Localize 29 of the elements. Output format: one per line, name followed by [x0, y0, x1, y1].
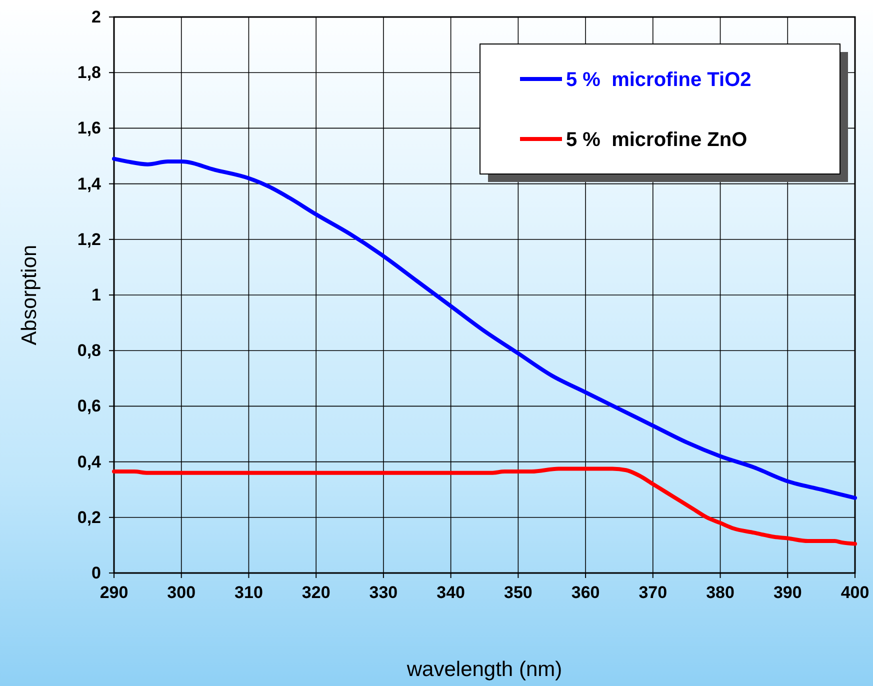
y-axis-title: Absorption [18, 244, 41, 346]
y-tick-label: 1 [92, 285, 101, 304]
x-tick-label: 320 [302, 583, 330, 602]
x-tick-label: 360 [571, 583, 600, 602]
y-tick-label: 2 [92, 7, 101, 26]
line-series [112, 466, 857, 546]
y-tick-label: 1,4 [77, 174, 102, 194]
y-tick-label: 1,6 [77, 118, 101, 138]
line-series [112, 156, 857, 500]
x-tick-label: 300 [167, 583, 196, 602]
y-tick-label: 1,2 [77, 230, 101, 249]
y-tick-label: 0,8 [77, 341, 101, 360]
y-tick-label: 0 [92, 563, 101, 582]
x-tick-label: 290 [100, 583, 128, 602]
x-tick-label: 340 [436, 583, 466, 602]
x-tick-label: 380 [706, 583, 734, 602]
x-tick-label: 390 [773, 583, 802, 602]
y-tick-label: 0,2 [77, 508, 101, 527]
legend-label: 5 % microfine TiO2 [566, 69, 752, 91]
legend-label: 5 % microfine ZnO [566, 129, 748, 151]
y-tick-label: 0,6 [77, 396, 101, 416]
x-tick-label: 350 [504, 583, 532, 602]
x-tick-label: 310 [234, 583, 263, 602]
y-tick-label: 1,8 [77, 63, 101, 82]
x-axis-title: wavelength (nm) [406, 658, 562, 681]
x-tick-label: 400 [840, 583, 870, 602]
y-tick-label: 0,4 [77, 452, 102, 472]
x-tick-label: 330 [369, 583, 398, 602]
x-tick-label: 370 [638, 583, 668, 602]
